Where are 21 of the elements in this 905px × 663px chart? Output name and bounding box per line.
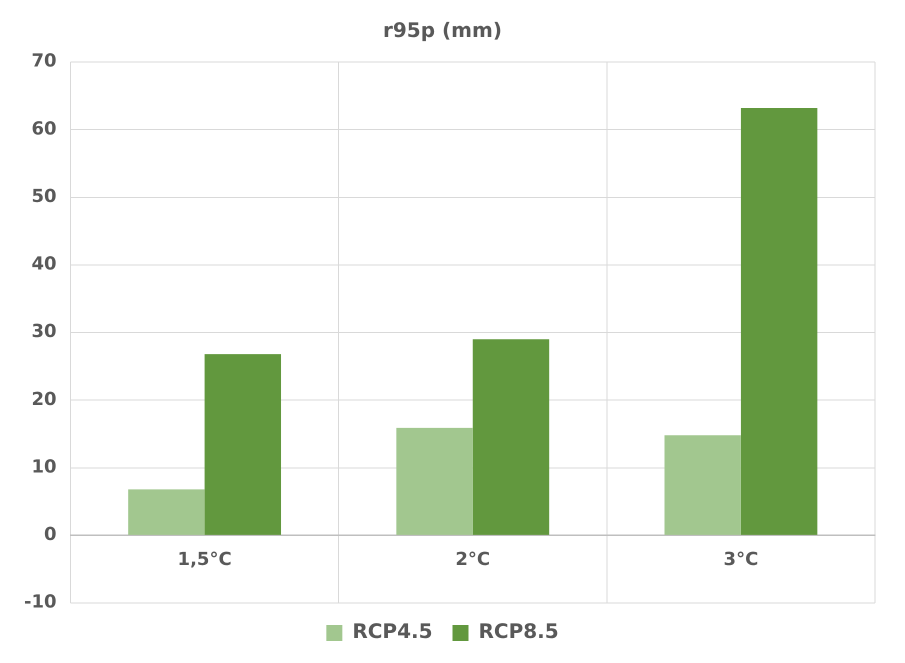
bar <box>472 339 550 535</box>
bar <box>664 435 741 535</box>
bar <box>740 108 818 535</box>
y-tick-label: 40 <box>31 254 57 275</box>
legend-label: RCP4.5 <box>352 619 433 644</box>
y-tick-label: 10 <box>31 456 57 478</box>
y-tick-label: 0 <box>44 524 57 546</box>
x-tick-label: 3°C <box>724 548 758 570</box>
y-tick-label: 70 <box>31 50 57 72</box>
y-tick-label: 50 <box>31 186 57 207</box>
legend-label: RCP8.5 <box>478 619 559 644</box>
y-tick-label: 60 <box>31 118 57 140</box>
chart-title: r95p (mm) <box>383 18 502 42</box>
x-tick-label: 1,5°C <box>178 548 232 570</box>
y-tick-label: 30 <box>31 321 57 342</box>
x-tick-label: 2°C <box>455 548 490 570</box>
y-tick-label: 20 <box>31 388 57 410</box>
y-tick-label: -10 <box>24 592 57 613</box>
bar <box>396 428 473 535</box>
bar <box>128 489 205 535</box>
bar <box>204 354 282 535</box>
